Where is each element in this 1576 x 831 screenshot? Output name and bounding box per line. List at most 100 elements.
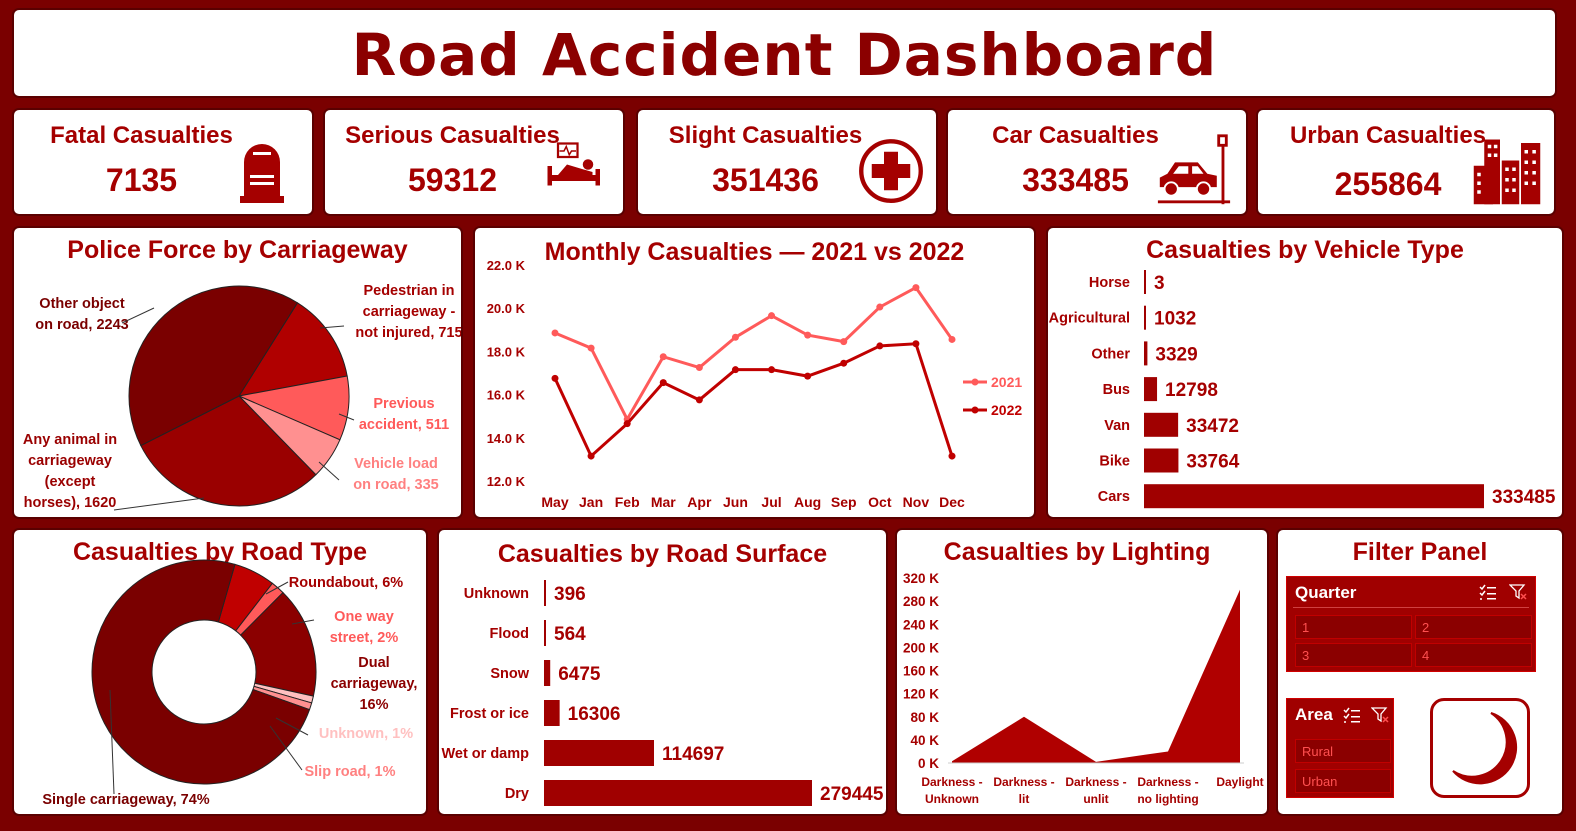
data-point-2021	[912, 284, 920, 292]
x-tick-label: Jul	[761, 494, 781, 510]
donut-label: Roundabout, 6%	[289, 575, 403, 591]
series-line-2022	[553, 342, 954, 459]
panel-lighting: Casualties by Lighting 320 K 280 K 240 K 20…	[895, 528, 1269, 816]
kpi-card-car: Car Casualties 333485	[946, 108, 1248, 216]
category-label: Cars	[1098, 489, 1130, 505]
category-label: Other	[1091, 346, 1130, 362]
pie-label: Previous	[373, 396, 434, 412]
x-tick-label: Jun	[723, 494, 748, 510]
bar	[544, 780, 812, 806]
data-point-2021	[695, 364, 703, 372]
category-label: Frost or ice	[450, 706, 529, 722]
data-label: 3	[1154, 273, 1165, 294]
x-tick-label: Jan	[579, 494, 603, 510]
bar-chart-road-surface: Unknown 396 Flood 564 Snow 6475 Frost or ice 16…	[441, 580, 884, 806]
multi-select-icon[interactable]	[1479, 584, 1497, 600]
pie-label: carriageway	[28, 453, 112, 469]
data-point-2022	[768, 366, 776, 374]
data-point-2022	[695, 396, 703, 404]
y-tick-label: 16.0 K	[487, 388, 526, 403]
quarter-slicer: Quarter 1 2 3 4	[1286, 576, 1536, 672]
data-label: 564	[554, 624, 586, 645]
data-label: 6475	[558, 664, 601, 685]
bar	[1144, 448, 1179, 473]
y-tick-label: 160 K	[903, 664, 939, 679]
x-tick-label: lit	[1019, 792, 1030, 806]
bar	[1144, 270, 1146, 294]
y-tick-label: 320 K	[903, 571, 939, 586]
quarter-option-4[interactable]: 4	[1415, 643, 1532, 667]
bar-chart-vehicle-type: Horse 3 Agricultural 1032 Other 3329 Bus 12798 V…	[1049, 270, 1556, 509]
y-tick-label: 280 K	[903, 594, 939, 609]
area-chart-lighting: 320 K 280 K 240 K 200 K 160 K 120 K 80 K 40 K 0 …	[903, 571, 1264, 806]
theme-toggle-button[interactable]	[1430, 698, 1530, 798]
pie-label: Vehicle load	[354, 456, 438, 472]
clear-filter-icon[interactable]	[1509, 584, 1527, 600]
bar	[1144, 412, 1179, 437]
quarter-option-2[interactable]: 2	[1415, 615, 1532, 639]
clear-filter-icon[interactable]	[1371, 707, 1389, 723]
x-tick-label: Darkness -	[921, 775, 982, 789]
category-label: Flood	[490, 626, 529, 642]
multi-select-icon[interactable]	[1343, 707, 1361, 723]
x-tick-label: Unknown	[925, 792, 979, 806]
y-tick-label: 14.0 K	[487, 431, 526, 446]
title-panel: Road Accident Dashboard	[12, 8, 1557, 98]
area-slicer-label: Area	[1295, 705, 1333, 724]
pie-label: on road, 2243	[35, 317, 128, 333]
x-tick-label: no lighting	[1137, 792, 1198, 806]
data-point-2021	[659, 353, 667, 361]
area-option-urban[interactable]: Urban	[1295, 769, 1391, 793]
kpi-value: 59312	[408, 162, 497, 198]
legend-label: 2022	[991, 402, 1022, 418]
y-tick-label: 40 K	[910, 733, 939, 748]
panel-police-force: Police Force by Carriageway Other object…	[12, 226, 463, 519]
data-point-2022	[876, 342, 884, 350]
bar	[1144, 341, 1148, 366]
filter-panel: Filter Panel Quarter 1 2 3 4 Area Rural …	[1276, 528, 1564, 816]
panel-monthly-casualties: Monthly Casualties — 2021 vs 2022 22.0 K…	[473, 226, 1036, 519]
legend-label: 2021	[991, 374, 1022, 390]
bar	[1144, 377, 1158, 402]
panel-road-type: Casualties by Road Type Roundabout, 6% O…	[12, 528, 428, 816]
panel-road-surface: Casualties by Road Surface Unknown 396 Flo…	[437, 528, 888, 816]
bar	[544, 620, 546, 646]
x-tick-label: Mar	[651, 494, 676, 510]
area-fill	[952, 589, 1240, 763]
data-label: 279445	[820, 784, 884, 805]
bar	[544, 660, 551, 686]
data-point-2022	[948, 452, 956, 460]
area-option-rural[interactable]: Rural	[1295, 739, 1391, 763]
data-label: 3329	[1155, 344, 1197, 365]
y-tick-label: 12.0 K	[487, 474, 526, 489]
donut-label: carriageway,	[331, 676, 418, 692]
x-tick-label: Oct	[868, 494, 892, 510]
data-label: 16306	[568, 704, 621, 725]
category-label: Horse	[1089, 275, 1130, 291]
x-tick-label: Nov	[903, 494, 930, 510]
kpi-card-fatal: Fatal Casualties 7135	[12, 108, 314, 216]
data-label: 1032	[1154, 309, 1196, 330]
y-tick-label: 240 K	[903, 617, 939, 632]
quarter-option-3[interactable]: 3	[1295, 643, 1412, 667]
x-tick-label: Dec	[939, 494, 965, 510]
data-label: 333485	[1492, 487, 1556, 508]
crescent-moon-icon	[1452, 712, 1518, 785]
data-point-2021	[840, 338, 848, 346]
data-point-2021	[948, 335, 956, 343]
kpi-label: Car Casualties	[992, 122, 1159, 149]
y-tick-label: 200 K	[903, 640, 939, 655]
chart-title: Casualties by Lighting	[943, 538, 1211, 566]
data-point-2022	[731, 366, 739, 374]
donut-label: Slip road, 1%	[304, 764, 395, 780]
area-slicer: Area Rural Urban	[1286, 698, 1394, 798]
kpi-card-urban: Urban Casualties 255864	[1256, 108, 1556, 216]
data-point-2021	[587, 344, 595, 352]
category-label: Van	[1104, 418, 1130, 434]
donut-label: Unknown, 1%	[319, 726, 413, 742]
quarter-option-1[interactable]: 1	[1295, 615, 1412, 639]
kpi-card-serious: Serious Casualties 59312	[323, 108, 625, 216]
x-tick-label: Aug	[794, 494, 821, 510]
data-point-2022	[587, 452, 595, 460]
data-point-2022	[912, 340, 920, 348]
